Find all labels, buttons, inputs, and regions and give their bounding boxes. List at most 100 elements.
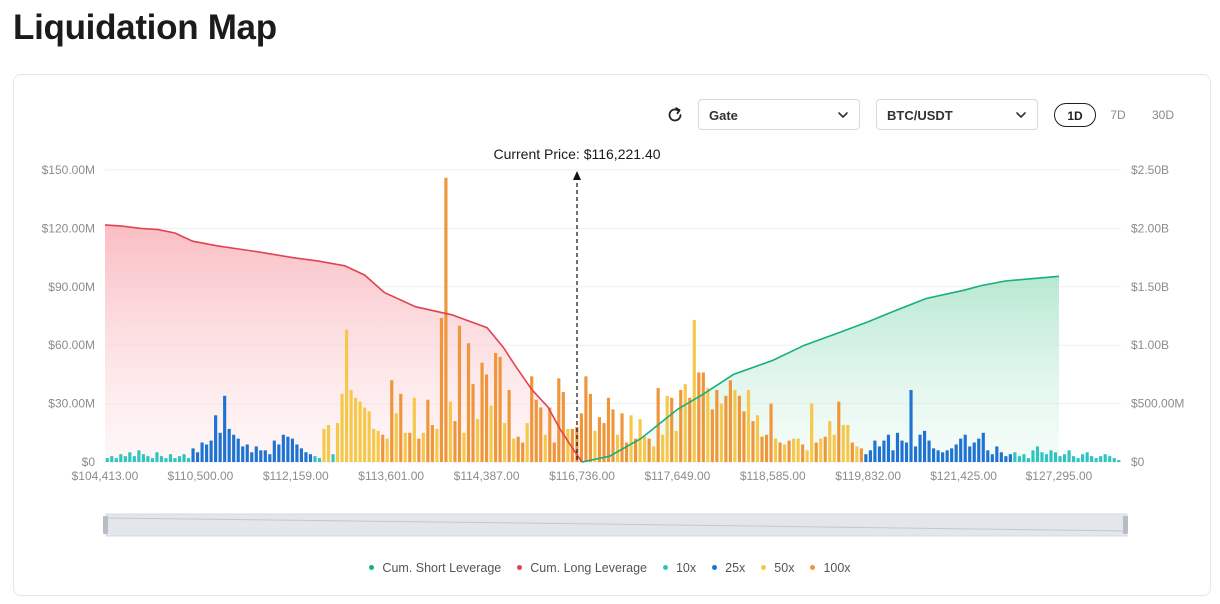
bar-50x [363, 407, 367, 462]
bar-25x [986, 450, 990, 462]
bar-10x [313, 456, 317, 462]
bar-10x [1040, 452, 1044, 462]
legend-100x[interactable]: 100x [810, 560, 851, 575]
bar-100x [688, 397, 692, 462]
bar-100x [670, 397, 674, 462]
legend-label: 100x [823, 560, 851, 575]
y-left-tick-label: $60.00M [48, 338, 95, 352]
legend-25x[interactable]: 25x [712, 561, 745, 575]
bar-50x [683, 384, 687, 462]
chevron-down-icon [1016, 112, 1026, 118]
bar-10x [1112, 458, 1116, 462]
bar-25x [245, 444, 249, 462]
bar-100x [814, 442, 818, 462]
bar-50x [385, 438, 389, 462]
x-tick-label: $113,601.00 [358, 469, 424, 483]
bar-25x [882, 440, 886, 462]
bar-50x [643, 436, 647, 462]
bar-25x [904, 442, 909, 462]
bar-25x [864, 454, 868, 462]
bar-25x [295, 444, 299, 462]
bar-series [105, 177, 1121, 463]
bar-50x [706, 388, 710, 462]
bar-10x [1081, 454, 1085, 462]
bar-25x [981, 432, 985, 462]
bar-100x [579, 413, 583, 462]
bar-50x [340, 393, 344, 462]
zoom-slider-left-handle[interactable] [103, 516, 108, 534]
bar-25x [277, 444, 281, 462]
legend-50x[interactable]: 50x [761, 561, 794, 575]
zoom-slider-right-handle[interactable] [1123, 516, 1128, 534]
bar-100x [444, 177, 448, 463]
bar-10x [1022, 454, 1026, 462]
exchange-select[interactable]: Gate [698, 99, 860, 130]
bar-10x [1031, 450, 1035, 462]
bar-100x [859, 448, 863, 462]
zoom-slider[interactable] [103, 513, 1128, 537]
bar-100x [390, 380, 394, 462]
bar-10x [1062, 454, 1067, 462]
bar-10x [123, 456, 127, 462]
bar-10x [1017, 456, 1021, 462]
bar-100x [611, 409, 615, 462]
bar-100x [584, 376, 588, 462]
timeframe-1d-button[interactable]: 1D [1054, 103, 1096, 127]
bar-50x [354, 397, 358, 462]
bar-10x [168, 454, 173, 462]
bar-25x [259, 450, 263, 462]
bar-100x [570, 428, 574, 462]
bar-10x [1049, 450, 1053, 462]
bar-25x [214, 415, 218, 462]
bar-50x [638, 419, 642, 462]
bar-25x [250, 452, 254, 462]
y-left-tick-label: $120.00M [42, 221, 95, 235]
bar-25x [941, 452, 945, 462]
y-right-tick-label: $2.00B [1131, 221, 1169, 235]
legend-dot-icon [662, 565, 668, 570]
bar-10x [132, 456, 136, 462]
refresh-icon[interactable] [665, 105, 685, 125]
bar-50x [773, 438, 778, 462]
x-tick-label: $118,585.00 [740, 469, 806, 483]
bar-100x [737, 395, 742, 462]
bar-100x [778, 442, 782, 462]
x-tick-label: $112,159.00 [263, 469, 329, 483]
bar-10x [1090, 456, 1094, 462]
bar-50x [665, 395, 669, 462]
timeframe-30d-button[interactable]: 30D [1151, 108, 1174, 122]
current-price-label: Current Price: $116,221.40 [493, 146, 660, 162]
bar-100x [552, 442, 556, 462]
zoom-slider-track[interactable] [105, 513, 1128, 537]
bar-10x [141, 454, 145, 462]
legend-label: Cum. Short Leverage [382, 560, 502, 575]
bar-50x [755, 415, 760, 462]
y-left-tick-label: $150.00M [42, 163, 95, 177]
bar-100x [620, 413, 624, 462]
legend-label: Cum. Long Leverage [530, 560, 647, 575]
bar-50x [322, 428, 326, 462]
legend-10x[interactable]: 10x [662, 561, 696, 575]
bar-100x [498, 356, 502, 462]
bar-10x [119, 454, 123, 462]
exchange-select-value: Gate [709, 108, 738, 123]
bar-50x [345, 329, 349, 462]
y-left-tick-label: $0 [82, 455, 96, 469]
bar-10x [128, 452, 132, 462]
bar-50x [746, 389, 751, 462]
pair-select[interactable]: BTC/USDT [876, 99, 1038, 130]
bar-50x [412, 397, 416, 462]
legend-label: 50x [774, 560, 795, 575]
bar-25x [268, 454, 272, 462]
legend-cum-long[interactable]: Cum. Long Leverage [517, 561, 647, 575]
legend-cum-short[interactable]: Cum. Short Leverage [369, 561, 501, 575]
bar-10x [110, 456, 114, 462]
bar-100x [408, 432, 412, 462]
bar-50x [593, 430, 597, 462]
bar-100x [530, 376, 534, 462]
bar-50x [855, 446, 859, 462]
bar-25x [963, 434, 967, 462]
timeframe-7d-button[interactable]: 7D [1110, 108, 1126, 122]
bar-100x [507, 389, 511, 462]
bar-50x [367, 411, 371, 462]
